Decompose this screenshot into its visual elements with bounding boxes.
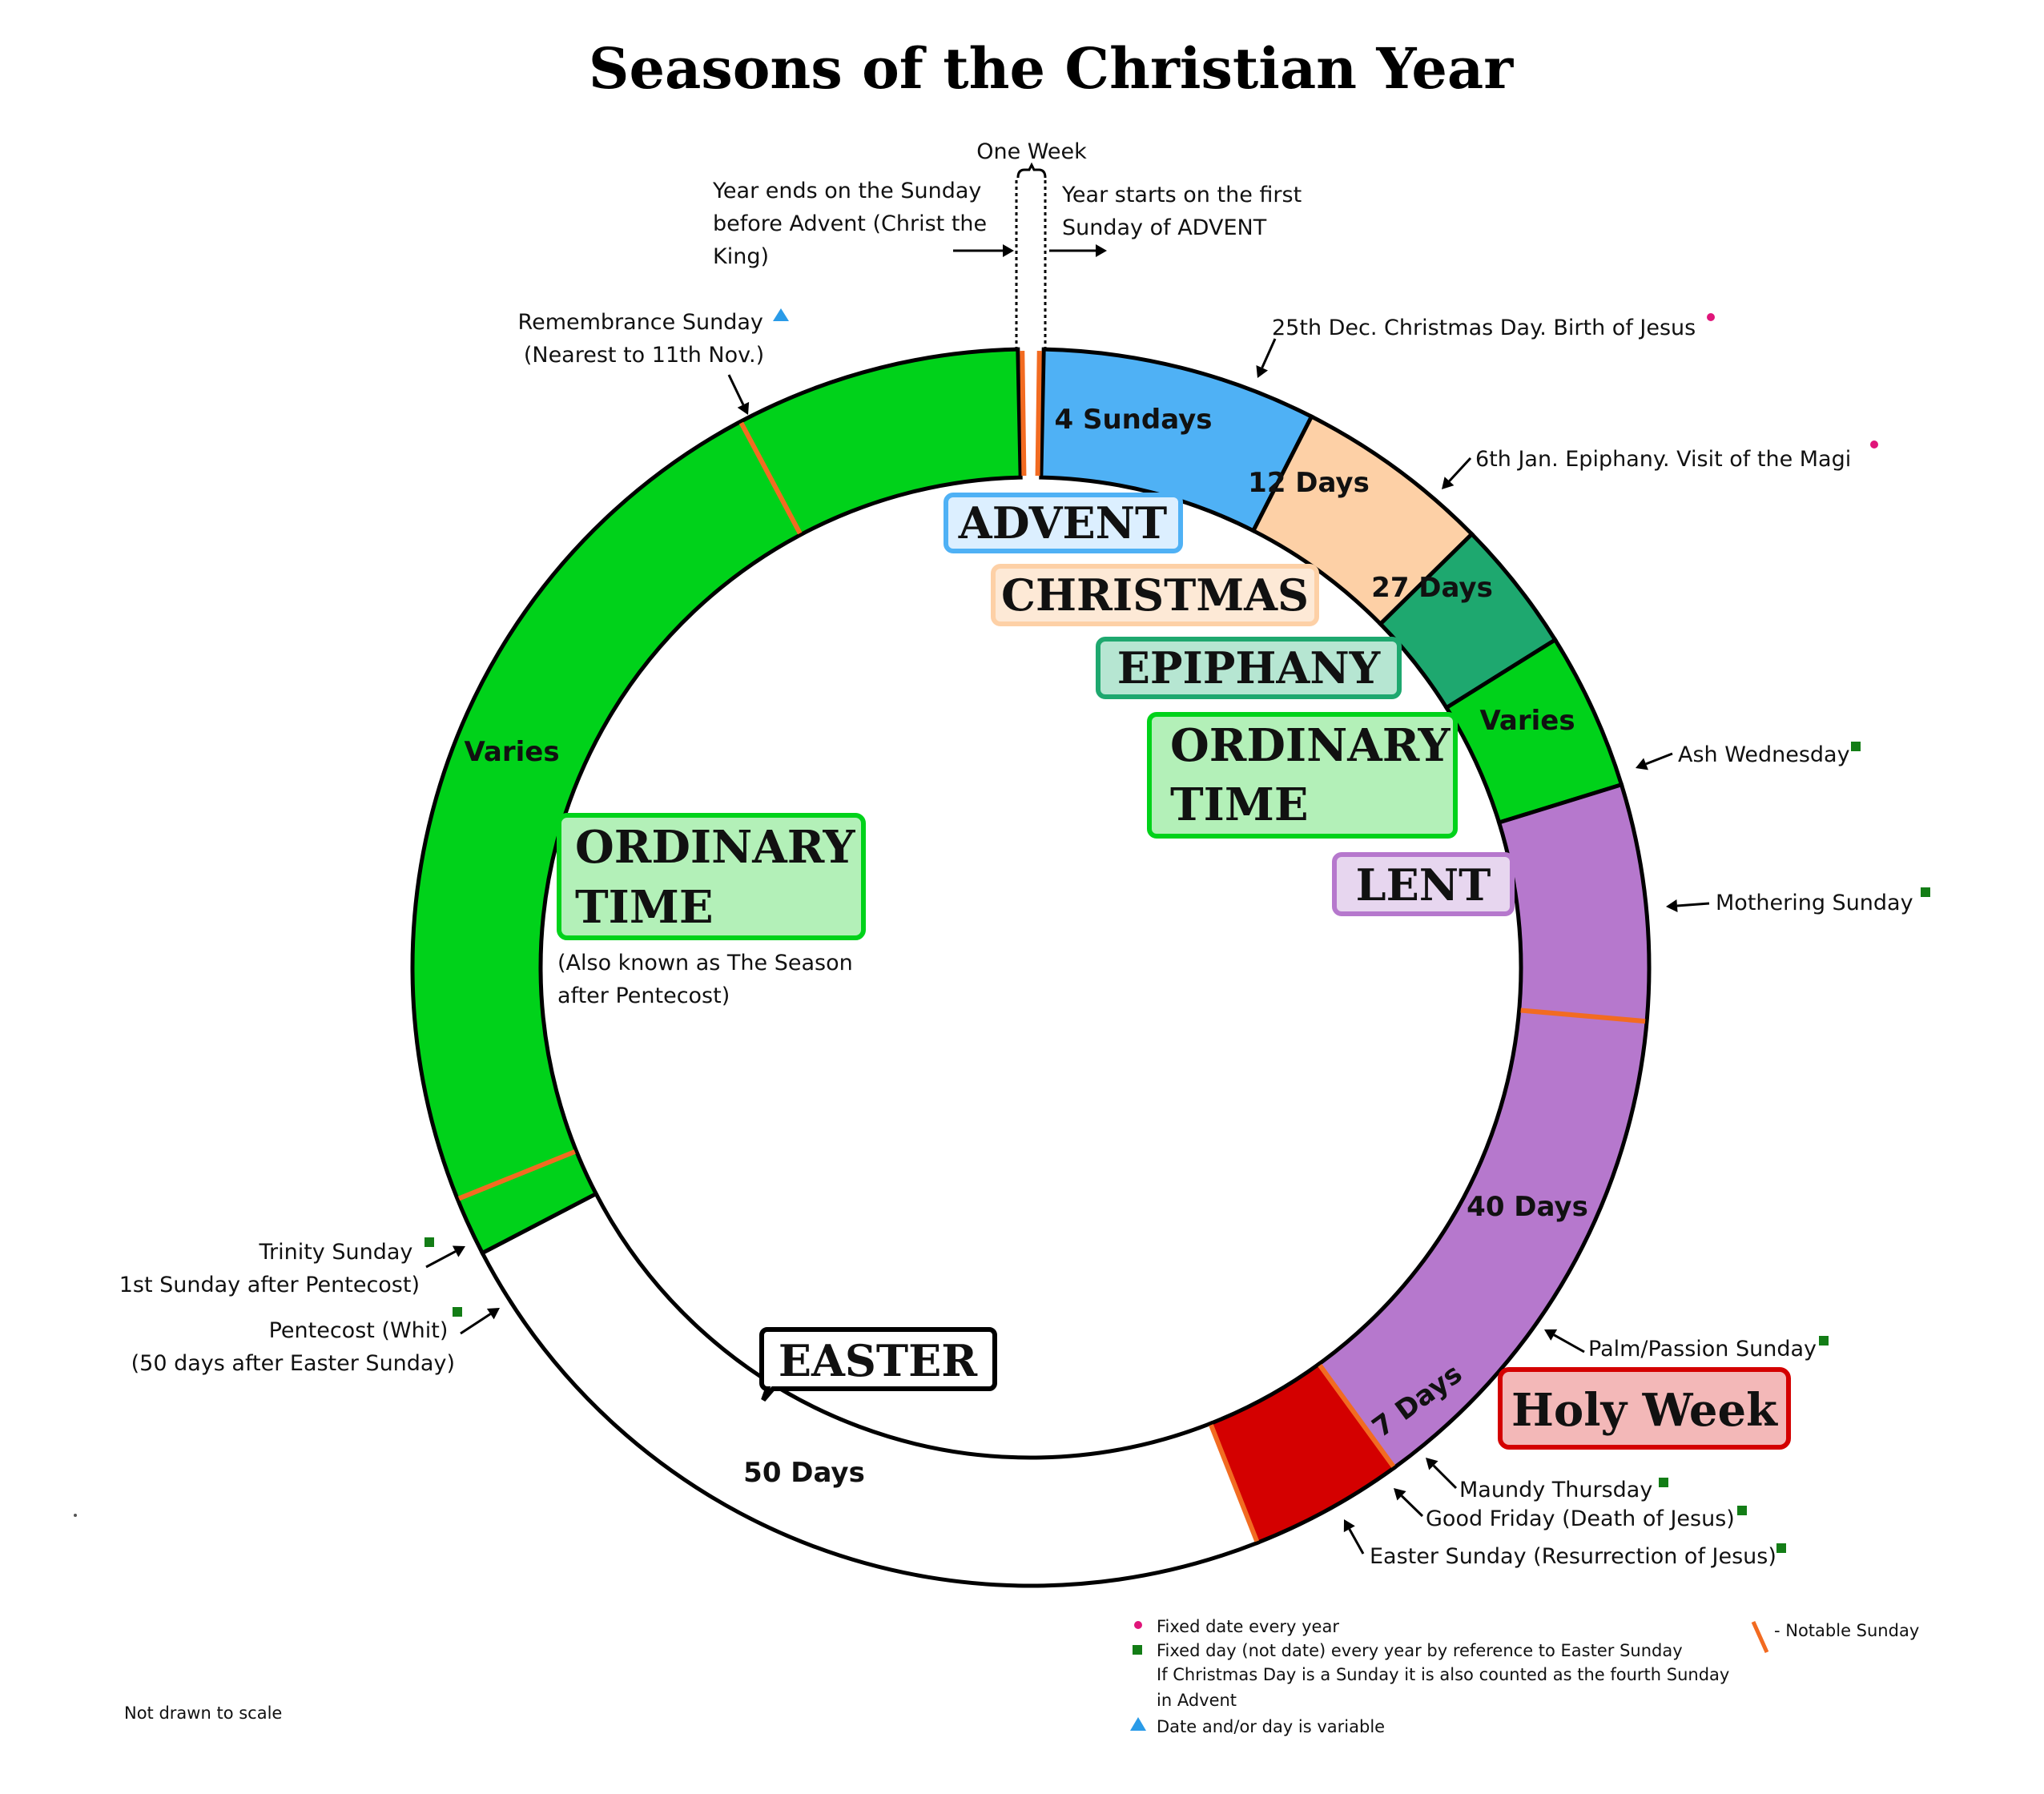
christmas-duration: 12 Days	[1248, 467, 1370, 499]
season-box-ordinary-long: ORDINARY TIME	[557, 813, 871, 940]
palm-sunday-fixed-day-marker	[1819, 1336, 1829, 1346]
easter-sunday-fixed-day-marker	[1776, 1543, 1786, 1553]
easter-sunday-arrow	[1343, 1519, 1365, 1555]
one-week-label: One Week	[976, 139, 1087, 164]
epiphany-day-arrow	[1442, 457, 1472, 489]
legend-notable-sunday-marker	[1751, 1620, 1769, 1654]
christmas-day-fixed-date-marker	[1707, 313, 1715, 321]
remembrance-arrow	[727, 374, 750, 415]
remembrance-label: Remembrance Sunday (Nearest to 11th Nov.…	[518, 310, 771, 368]
legend-fixed-date-label: Fixed date every year	[1157, 1617, 1339, 1636]
one-week-brace	[1016, 162, 1047, 179]
legend-variable-marker	[1130, 1717, 1146, 1731]
year-ends-label: Year ends on the Sunday before Advent (C…	[712, 179, 994, 269]
trinity-label: Trinity Sunday 1st Sunday after Pentecos…	[119, 1240, 420, 1297]
palm-notable-sunday	[1318, 1363, 1396, 1468]
good-friday-arrow	[1394, 1488, 1424, 1518]
advent-duration: 4 Sundays	[1054, 404, 1212, 436]
year-ends-arrow	[953, 244, 1014, 257]
legend-fixed-day-marker	[1133, 1645, 1142, 1655]
maundy-thursday-label: Maundy Thursday	[1459, 1478, 1652, 1502]
epiphany-day-label: 6th Jan. Epiphany. Visit of the Magi	[1475, 447, 1851, 472]
season-box-epiphany: EPIPHANY	[1096, 637, 1402, 699]
season-label-holy-week: Holy Week	[1511, 1384, 1778, 1437]
ordinary-long-duration: Varies	[464, 736, 559, 768]
event-arrows	[425, 338, 1710, 1555]
legend-christmas-note: If Christmas Day is a Sunday it is also …	[1157, 1665, 1735, 1710]
year-boundary: One Week Year ends on the Sunday before …	[712, 139, 1309, 352]
epiphany-duration: 27 Days	[1371, 572, 1493, 604]
maundy-thursday-fixed-day-marker	[1659, 1478, 1668, 1487]
mothering-notable-sunday	[1520, 1008, 1646, 1024]
palm-sunday-arrow	[1544, 1329, 1585, 1354]
pentecost-label: Pentecost (Whit) (50 days after Easter S…	[131, 1318, 455, 1376]
ash-wednesday-label: Ash Wednesday	[1678, 742, 1850, 767]
notable-sunday-markers	[457, 345, 1646, 1543]
season-label-lent: LENT	[1356, 859, 1491, 911]
year-end-notable-sunday	[1020, 351, 1027, 477]
legend: Fixed date every year Fixed day (not dat…	[1130, 1617, 1919, 1736]
epiphany-day-fixed-date-marker	[1870, 440, 1878, 448]
christmas-day-arrow	[1256, 338, 1277, 378]
palm-sunday-label: Palm/Passion Sunday	[1588, 1337, 1817, 1362]
legend-variable-label: Date and/or day is variable	[1157, 1717, 1385, 1736]
ordinary-long-note: (Also known as The Season after Pentecos…	[557, 951, 859, 1008]
season-label-ordinary-short: ORDINARY TIME	[1170, 719, 1466, 831]
legend-fixed-date-marker	[1134, 1621, 1142, 1629]
pentecost-fixed-day-marker	[453, 1307, 462, 1317]
season-label-easter: EASTER	[779, 1335, 978, 1386]
easter-sunday-label: Easter Sunday (Resurrection of Jesus)	[1370, 1544, 1776, 1569]
christmas-day-label: 25th Dec. Christmas Day. Birth of Jesus	[1272, 316, 1696, 340]
year-gap	[1027, 345, 1035, 481]
season-label-epiphany: EPIPHANY	[1117, 642, 1382, 694]
season-box-holy-week: Holy Week	[1498, 1367, 1791, 1450]
ash-wednesday-arrow	[1636, 752, 1673, 770]
season-box-advent: ADVENT	[944, 493, 1183, 553]
trinity-fixed-day-marker	[424, 1237, 434, 1247]
season-label-christmas: CHRISTMAS	[1001, 569, 1309, 621]
ordinary-short-duration: Varies	[1479, 705, 1575, 737]
easter-notable-sunday	[1209, 1424, 1259, 1543]
lent-duration: 40 Days	[1467, 1191, 1588, 1223]
page-title: Seasons of the Christian Year	[589, 35, 1514, 102]
year-starts-label: Year starts on the first Sunday of ADVEN…	[1061, 183, 1309, 240]
good-friday-label: Good Friday (Death of Jesus)	[1426, 1506, 1735, 1531]
trinity-notable-sunday	[457, 1149, 576, 1201]
legend-notable-sunday-label: - Notable Sunday	[1774, 1621, 1919, 1640]
season-box-ordinary-short: ORDINARY TIME	[1147, 712, 1466, 839]
season-box-easter: EASTER	[759, 1327, 997, 1402]
maundy-thursday-arrow	[1426, 1458, 1458, 1490]
season-box-christmas: CHRISTMAS	[991, 564, 1319, 626]
good-friday-fixed-day-marker	[1737, 1506, 1747, 1515]
lent-segment	[1316, 782, 1652, 1471]
year-start-notable-sunday	[1035, 351, 1042, 477]
trinity-arrow	[425, 1245, 465, 1269]
ordinary-long-segment	[410, 347, 1023, 1256]
season-label-advent: ADVENT	[958, 497, 1167, 549]
year-starts-arrow	[1049, 244, 1107, 257]
easter-duration: 50 Days	[743, 1457, 865, 1489]
legend-fixed-day-label: Fixed day (not date) every year by refer…	[1157, 1641, 1683, 1660]
mothering-sunday-arrow	[1666, 899, 1710, 912]
ash-wednesday-fixed-day-marker	[1851, 742, 1861, 751]
season-box-lent: LENT	[1332, 852, 1515, 916]
season-label-ordinary-long: ORDINARY TIME	[575, 821, 871, 934]
easter-segment	[479, 1191, 1261, 1588]
mothering-sunday-fixed-day-marker	[1921, 887, 1930, 897]
mothering-sunday-label: Mothering Sunday	[1716, 891, 1913, 915]
not-to-scale-note: Not drawn to scale	[124, 1703, 282, 1723]
stray-dot	[74, 1514, 77, 1517]
remembrance-variable-marker	[773, 308, 789, 321]
remembrance-notable-sunday	[738, 421, 803, 535]
pentecost-arrow	[460, 1308, 500, 1335]
